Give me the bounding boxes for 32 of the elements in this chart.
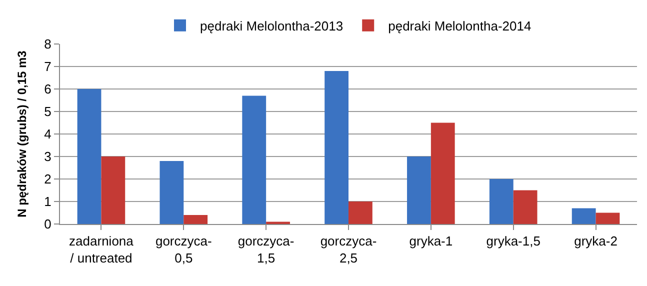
y-tick-label: 0 [44, 216, 52, 232]
bar [596, 212, 620, 224]
bar [242, 96, 266, 224]
bar [77, 89, 102, 224]
x-tick-label: gryka-1,5 [486, 234, 540, 249]
bar [430, 122, 455, 224]
y-tick-label: 6 [44, 82, 52, 97]
bar [572, 208, 596, 224]
x-tick-label: zadarniona / untreated [69, 234, 134, 266]
bar [324, 71, 348, 224]
x-tick-label: gryka-2 [574, 234, 618, 249]
bar [513, 190, 538, 224]
bar [184, 215, 208, 224]
y-tick-label: 3 [44, 149, 52, 164]
bar [348, 202, 372, 224]
y-tick-label: 7 [44, 59, 52, 74]
x-tick-label: gryka-1 [409, 234, 453, 249]
y-axis-title: N pędraków (grubs) / 0,15 m3 [15, 50, 29, 218]
x-tick-label: gorczyca- 2,5 [320, 234, 377, 266]
y-tick-label: 8 [44, 36, 52, 52]
bar [407, 156, 431, 224]
x-tick-label: gorczyca- 1,5 [238, 234, 294, 266]
y-tick-label: 2 [44, 172, 52, 187]
bar [101, 156, 126, 224]
y-tick-label: 4 [44, 126, 52, 142]
legend-label: pędraki Melolontha-2013 [200, 18, 344, 34]
y-tick-label: 5 [44, 104, 52, 120]
bar [489, 179, 514, 224]
legend-label: pędraki Melolontha-2014 [388, 18, 532, 34]
y-tick-label: 1 [44, 194, 52, 210]
bar [160, 161, 184, 224]
x-tick-label: gorczyca- 0,5 [155, 234, 212, 266]
